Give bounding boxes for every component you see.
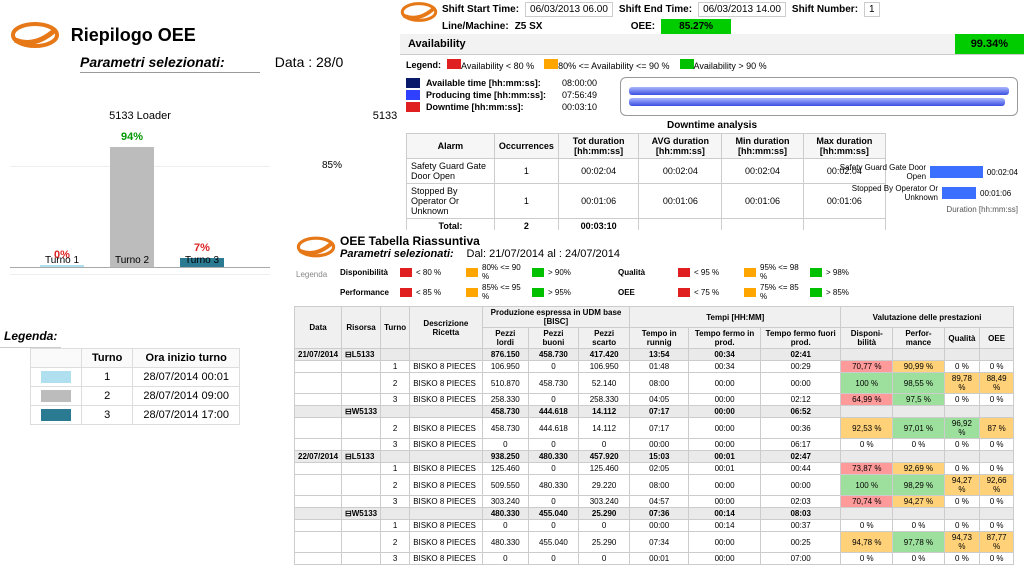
downtime-table: AlarmOccurrencesTot duration [hh:mm:ss]A… bbox=[406, 133, 886, 234]
oee-value: 85.27% bbox=[661, 19, 731, 34]
downtime-mini-chart: Safety Guard Gate Door Open00:02:04Stopp… bbox=[838, 160, 1018, 214]
shift-end-value[interactable]: 06/03/2013 14.00 bbox=[698, 2, 786, 17]
legend-table: Legenda: Turno Ora inizio turno 128/07/2… bbox=[0, 325, 300, 428]
logo-icon bbox=[296, 234, 336, 260]
oee-label: OEE: bbox=[631, 21, 655, 32]
shift-num-value[interactable]: 1 bbox=[864, 2, 880, 17]
panel3-sub: Parametri selezionati: bbox=[340, 248, 454, 260]
legend-title: Legenda: bbox=[0, 325, 61, 348]
col-ora: Ora inizio turno bbox=[133, 349, 240, 368]
panel-shift-detail: Shift Start Time: 06/03/2013 06.00 Shift… bbox=[400, 0, 1024, 230]
downtime-title: Downtime analysis bbox=[400, 118, 1024, 133]
logo-icon bbox=[10, 20, 60, 50]
shift-end-label: Shift End Time: bbox=[619, 4, 692, 15]
col-turno: Turno bbox=[82, 349, 133, 368]
legend-label: Legend: bbox=[406, 60, 441, 70]
mini-caption: Duration [hh:mm:ss] bbox=[838, 205, 1018, 214]
line-label: Line/Machine: bbox=[442, 21, 509, 32]
availability-value: 99.34% bbox=[955, 34, 1024, 54]
legenda-label: Legenda bbox=[296, 270, 327, 279]
shift-num-label: Shift Number: bbox=[792, 4, 858, 15]
shift-start-value[interactable]: 06/03/2013 06.00 bbox=[525, 2, 613, 17]
legend-grid: Turno Ora inizio turno 128/07/2014 00:01… bbox=[30, 348, 240, 425]
chart1-title: 5133 Loader bbox=[10, 110, 270, 122]
time-summary: Available time [hh:mm:ss]:08:00:00Produc… bbox=[406, 77, 616, 116]
summary-table: Data Risorsa Turno Descrizione Ricetta P… bbox=[294, 306, 1014, 565]
panel1-subtitle: Parametri selezionati: bbox=[80, 54, 260, 73]
availability-legend: Legend: Availability < 80 %80% <= Availa… bbox=[400, 55, 1024, 75]
logo-icon bbox=[400, 0, 438, 24]
shift-start-label: Shift Start Time: bbox=[442, 4, 519, 15]
bar-chart-turni: 5133 Loader 85%0%0%94%7% Turno 1Turno 2T… bbox=[10, 110, 270, 300]
panel-oee-table: Legenda OEE Tabella Riassuntiva Parametr… bbox=[290, 230, 1020, 535]
panel3-dates: Dal: 21/07/2014 al : 24/07/2014 bbox=[467, 248, 621, 260]
ytick: 85% bbox=[322, 160, 342, 171]
availability-bar: Availability 99.34% bbox=[400, 34, 1024, 55]
line-value[interactable]: Z5 SX bbox=[515, 21, 595, 32]
panel1-date: Data : 28/0 bbox=[275, 54, 344, 70]
availability-label: Availability bbox=[400, 34, 474, 54]
panel1-title: Riepilogo OEE bbox=[71, 25, 196, 46]
panel3-title: OEE Tabella Riassuntiva bbox=[340, 234, 1020, 248]
time-bars-chart bbox=[620, 77, 1018, 116]
